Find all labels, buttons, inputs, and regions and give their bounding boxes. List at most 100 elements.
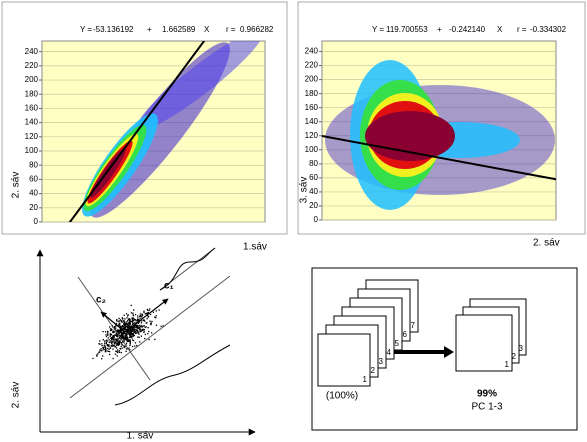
y-tick-label: 60 bbox=[29, 175, 38, 184]
point bbox=[117, 329, 120, 331]
point bbox=[139, 341, 141, 343]
point bbox=[121, 333, 123, 335]
equation-part: -53.136192 bbox=[93, 25, 134, 34]
point bbox=[143, 310, 145, 312]
point bbox=[162, 325, 164, 327]
point bbox=[106, 343, 109, 346]
point bbox=[129, 342, 131, 344]
point bbox=[115, 350, 118, 353]
point bbox=[131, 335, 133, 337]
point bbox=[135, 330, 138, 332]
point bbox=[98, 351, 100, 354]
point bbox=[113, 338, 115, 340]
point bbox=[123, 324, 125, 326]
point bbox=[98, 343, 100, 345]
point bbox=[128, 331, 130, 333]
equation-part: 1.662589 bbox=[162, 25, 196, 34]
point bbox=[143, 325, 145, 327]
point bbox=[110, 329, 113, 331]
point bbox=[147, 311, 149, 314]
point bbox=[114, 346, 117, 348]
point bbox=[119, 319, 122, 321]
point bbox=[113, 344, 115, 347]
point bbox=[125, 333, 128, 335]
point bbox=[139, 324, 141, 327]
point bbox=[155, 324, 158, 326]
point bbox=[118, 331, 120, 333]
point bbox=[116, 319, 118, 321]
point bbox=[127, 323, 129, 325]
equation-part: Y = bbox=[372, 25, 384, 34]
point bbox=[124, 328, 126, 331]
point bbox=[131, 345, 134, 348]
point bbox=[160, 325, 162, 328]
point bbox=[112, 331, 114, 333]
point bbox=[117, 336, 119, 338]
point bbox=[125, 313, 128, 315]
point bbox=[110, 334, 113, 336]
output-caption: PC 1-3 bbox=[471, 402, 503, 413]
point bbox=[128, 332, 130, 335]
point bbox=[106, 340, 108, 342]
point bbox=[128, 321, 130, 324]
point bbox=[137, 319, 139, 321]
point bbox=[116, 339, 119, 341]
point bbox=[119, 335, 121, 337]
point bbox=[125, 339, 128, 341]
band-number: 6 bbox=[403, 330, 408, 339]
point bbox=[143, 319, 145, 321]
point bbox=[132, 326, 134, 328]
x-axis-label: 1.sáv bbox=[243, 242, 267, 253]
point bbox=[147, 312, 149, 315]
point bbox=[121, 337, 123, 339]
point bbox=[119, 341, 121, 343]
arrow bbox=[100, 311, 126, 333]
principal-axis bbox=[69, 275, 231, 399]
point bbox=[133, 319, 136, 321]
point bbox=[117, 324, 120, 326]
point bbox=[146, 308, 148, 311]
point bbox=[128, 324, 130, 326]
point bbox=[123, 331, 125, 334]
point bbox=[127, 340, 129, 342]
point bbox=[118, 333, 120, 335]
point bbox=[124, 335, 126, 337]
point bbox=[126, 326, 128, 329]
point bbox=[125, 339, 127, 341]
point bbox=[105, 334, 107, 336]
point bbox=[135, 326, 138, 328]
point bbox=[129, 320, 131, 322]
y-tick-label: 120 bbox=[25, 132, 39, 141]
point bbox=[112, 341, 114, 343]
regression-line bbox=[68, 41, 206, 222]
point bbox=[132, 312, 134, 314]
point bbox=[119, 326, 122, 328]
point bbox=[158, 309, 160, 311]
point bbox=[121, 326, 123, 328]
point bbox=[141, 326, 143, 328]
y-tick-label: 60 bbox=[309, 173, 318, 182]
density-cloud bbox=[82, 41, 264, 218]
point bbox=[140, 335, 142, 337]
point bbox=[146, 318, 148, 320]
point bbox=[117, 330, 119, 333]
point bbox=[149, 313, 152, 316]
point bbox=[117, 332, 119, 334]
y-tick-label: 40 bbox=[29, 189, 38, 198]
point bbox=[130, 325, 132, 327]
point bbox=[123, 325, 126, 327]
point bbox=[128, 318, 130, 320]
point bbox=[99, 343, 101, 345]
point bbox=[147, 309, 149, 311]
point bbox=[131, 326, 133, 329]
point bbox=[136, 330, 138, 332]
percent-label: 99% bbox=[477, 389, 497, 400]
band-number: 1 bbox=[505, 360, 510, 369]
point bbox=[133, 330, 135, 332]
point bbox=[118, 338, 120, 340]
point bbox=[127, 314, 129, 316]
point bbox=[112, 339, 115, 341]
point bbox=[122, 326, 124, 328]
equation-part: 0.966282 bbox=[240, 25, 274, 34]
point bbox=[103, 340, 106, 342]
